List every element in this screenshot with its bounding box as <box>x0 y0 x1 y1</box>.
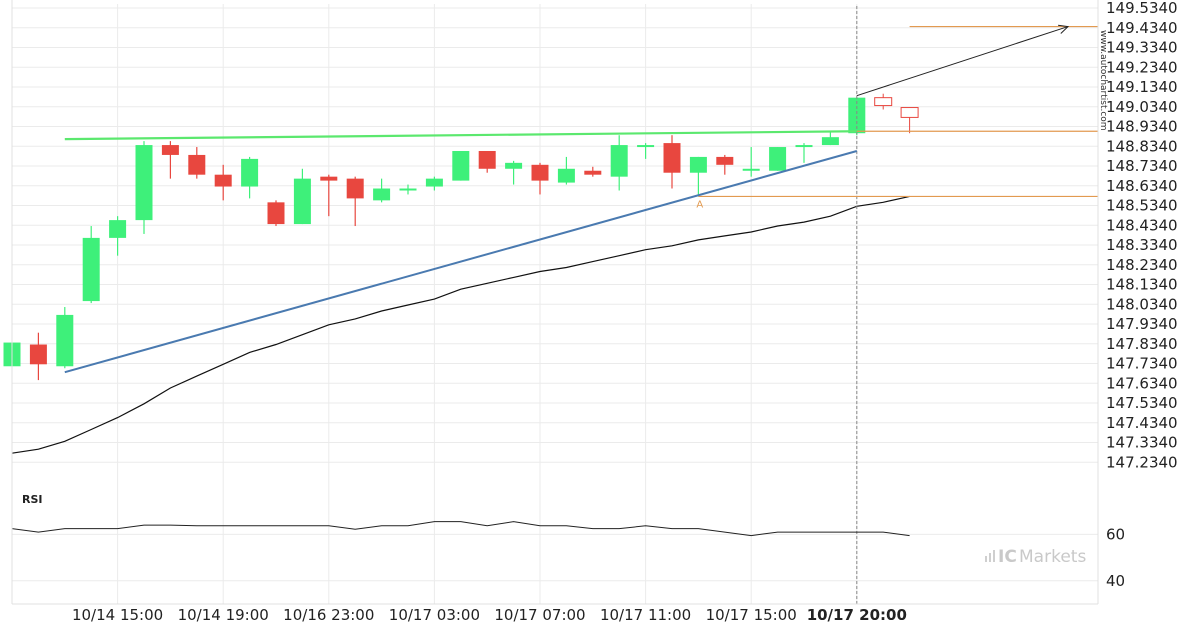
brand-prefix: IC <box>998 547 1017 567</box>
candle-body <box>320 176 338 181</box>
price-tick-label: 148.9340 <box>1106 118 1178 136</box>
candle-body <box>769 147 787 171</box>
rsi-label: RSI <box>22 493 43 506</box>
candle-body <box>188 154 206 175</box>
candle-body <box>82 237 100 302</box>
candle-body <box>346 178 364 199</box>
candle-body <box>161 145 179 155</box>
price-tick-label: 149.5340 <box>1106 0 1178 17</box>
price-tick-label: 149.0340 <box>1106 98 1178 116</box>
candle-body <box>452 150 470 181</box>
time-tick-label: 10/17 11:00 <box>600 606 691 624</box>
pattern-overlays: A <box>64 6 1098 604</box>
rsi-line <box>11 521 910 537</box>
candle-body <box>135 145 153 221</box>
candle-body <box>637 145 655 148</box>
price-tick-label: 147.5340 <box>1106 394 1178 412</box>
moving-average <box>11 195 910 454</box>
candle-body <box>293 178 311 225</box>
candle-body <box>610 145 628 177</box>
rsi-tick-label: 60 <box>1106 525 1125 543</box>
price-tick-label: 147.4340 <box>1106 414 1178 432</box>
candle-body <box>505 162 523 169</box>
candle-body <box>267 202 285 225</box>
price-tick-label: 147.8340 <box>1106 335 1178 353</box>
time-tick-label: 10/14 15:00 <box>72 606 163 624</box>
candle-body <box>425 178 443 187</box>
candle-body <box>531 164 549 181</box>
support-line <box>64 150 858 374</box>
forecast-candle-body <box>874 97 893 107</box>
forecast-candle-body <box>900 107 919 118</box>
price-tick-label: 147.2340 <box>1106 453 1178 471</box>
time-tick-label: 10/17 15:00 <box>706 606 797 624</box>
candle-body <box>109 220 127 238</box>
time-tick-label: 10/17 20:00 <box>807 606 907 624</box>
price-tick-label: 148.5340 <box>1106 197 1178 215</box>
candle-body <box>557 168 575 183</box>
rsi-panel <box>11 521 910 537</box>
price-tick-label: 149.3340 <box>1106 39 1178 57</box>
price-tick-label: 148.2340 <box>1106 256 1178 274</box>
candle-body <box>56 314 74 367</box>
time-tick-label: 10/14 19:00 <box>178 606 269 624</box>
watermark: www.autochartist.com <box>1098 30 1108 131</box>
candle-body <box>821 137 839 146</box>
forecast-arrow-head <box>1058 24 1070 34</box>
candle-body <box>716 156 734 165</box>
candle-body <box>373 188 391 201</box>
price-tick-label: 148.1340 <box>1106 276 1178 294</box>
candle-body <box>214 174 232 187</box>
candles <box>3 93 919 381</box>
grid-lines <box>12 4 1098 604</box>
point-label: A <box>696 199 703 210</box>
candle-body <box>584 170 602 175</box>
price-tick-label: 149.2340 <box>1106 58 1178 76</box>
brand-logo: IC Markets <box>985 547 1086 567</box>
candle-body <box>478 150 496 169</box>
price-tick-label: 148.6340 <box>1106 177 1178 195</box>
price-tick-label: 147.6340 <box>1106 374 1178 392</box>
price-tick-label: 149.4340 <box>1106 19 1178 37</box>
candle-body <box>663 143 681 173</box>
candle-body <box>795 145 813 148</box>
price-tick-label: 147.3340 <box>1106 434 1178 452</box>
candle-body <box>241 158 259 187</box>
price-tick-label: 148.0340 <box>1106 295 1178 313</box>
candle-body <box>689 156 707 173</box>
price-tick-label: 147.9340 <box>1106 315 1178 333</box>
moving-average-line <box>11 195 910 454</box>
price-tick-label: 149.1340 <box>1106 78 1178 96</box>
candle-body <box>29 344 47 365</box>
time-tick-label: 10/16 23:00 <box>283 606 374 624</box>
price-tick-label: 148.8340 <box>1106 137 1178 155</box>
price-tick-label: 147.7340 <box>1106 355 1178 373</box>
rsi-tick-label: 40 <box>1106 572 1125 590</box>
forecast-arrow <box>856 26 1069 97</box>
price-tick-label: 148.7340 <box>1106 157 1178 175</box>
candle-body <box>399 188 417 191</box>
candle-body <box>742 168 760 171</box>
price-tick-label: 148.4340 <box>1106 216 1178 234</box>
time-tick-label: 10/17 03:00 <box>389 606 480 624</box>
time-tick-label: 10/17 07:00 <box>494 606 585 624</box>
candle-body <box>848 97 866 134</box>
brand-suffix: Markets <box>1019 547 1086 567</box>
price-tick-label: 148.3340 <box>1106 236 1178 254</box>
resistance-line <box>64 130 857 141</box>
